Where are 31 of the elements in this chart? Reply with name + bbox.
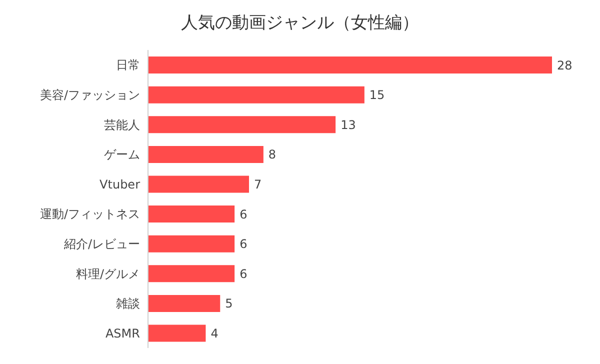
data-label: 6 <box>240 207 248 222</box>
data-label: 6 <box>240 237 248 252</box>
bar <box>148 86 364 104</box>
data-label: 6 <box>240 266 248 281</box>
bar <box>148 235 235 252</box>
data-label: 15 <box>369 88 385 102</box>
bar <box>148 146 264 163</box>
bar <box>148 265 235 282</box>
bar <box>148 176 249 193</box>
data-label: 28 <box>557 58 572 72</box>
chart-title: 人気の動画ジャンル（女性編） <box>180 12 420 35</box>
data-label: 7 <box>254 178 262 192</box>
bar <box>148 206 235 223</box>
bar <box>148 294 220 312</box>
y-tick-label: 雑談 <box>116 296 140 311</box>
y-tick-label: 日常 <box>116 58 140 72</box>
bar <box>148 324 206 342</box>
data-label: 13 <box>340 118 356 132</box>
y-tick-label: ゲーム <box>104 148 140 162</box>
y-tick-label: 美容/ファッション <box>40 88 140 102</box>
y-tick-label: 料理/グルメ <box>76 266 140 281</box>
data-label: 4 <box>210 326 218 341</box>
y-tick-label: 運動/フィットネス <box>40 207 140 222</box>
bar <box>148 116 336 134</box>
y-tick-label: ASMR <box>105 326 140 340</box>
bar <box>148 56 552 74</box>
data-label: 8 <box>268 148 276 162</box>
data-label: 5 <box>225 296 233 311</box>
y-tick-label: 紹介/レビュー <box>62 236 140 251</box>
y-tick-label: Vtuber <box>100 177 140 192</box>
y-tick-label: 芸能人 <box>104 118 140 132</box>
